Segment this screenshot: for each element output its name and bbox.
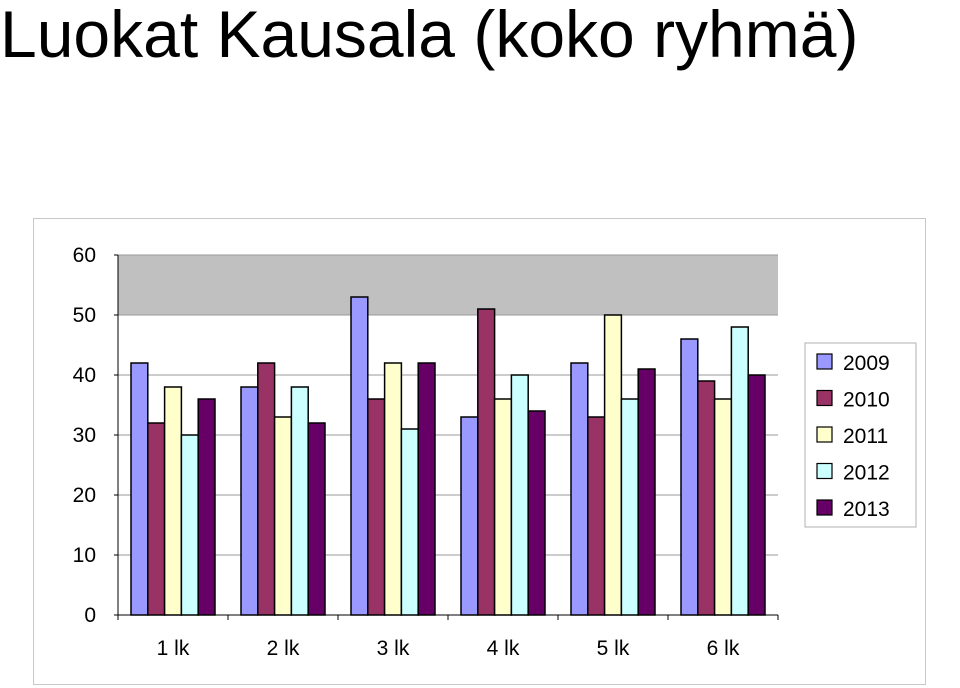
bar-2012-3 [510,374,529,616]
x-tick-labels: 1 lk 2 lk 3 lk 4 lk 5 lk 6 lk [157,637,740,660]
legend-swatch-2010 [816,389,833,407]
legend-swatch-2012 [816,462,833,480]
bar-2011-2 [383,362,403,616]
legend-label-2013: 2013 [843,498,890,521]
legend-label-2010: 2010 [843,389,890,412]
bar-2010-2 [367,398,386,616]
bar-2012-2 [400,428,419,616]
bar-2009-2 [350,296,369,616]
bar-2013-1 [307,422,326,616]
x-tick-label: 2 lk [267,637,300,660]
bar-2011-5 [713,398,733,616]
bar-2013-2 [417,362,436,616]
bar-2012-0 [180,434,199,616]
bar-2010-4 [587,416,606,616]
bar-2010-5 [697,380,716,616]
plot-background-band [118,255,778,315]
legend-swatch-2011 [816,426,833,443]
legend-swatch-2009 [816,353,833,370]
bar-2010-3 [477,308,496,616]
bar-2009-4 [570,362,589,616]
bar-2010-0 [147,422,166,616]
legend-label-2011: 2011 [843,425,888,448]
x-tick-label: 5 lk [597,637,630,660]
bars [130,296,766,616]
y-tick-label: 10 [73,544,96,567]
gridlines [118,254,778,556]
x-tick-label: 1 lk [157,637,190,660]
bar-2010-1 [257,362,276,616]
y-tick-label: 30 [73,424,96,447]
bar-2013-5 [747,374,766,616]
bar-2012-5 [730,326,749,616]
bar-2013-3 [527,410,546,616]
x-tick-label: 6 lk [707,637,740,660]
y-tick-label: 0 [84,604,96,627]
bar-2009-3 [460,416,479,616]
slide-title: Luokat Kausala (koko ryhmä) [0,0,859,71]
legend-swatch-2013 [816,499,833,516]
axes [114,254,779,620]
bar-2013-0 [197,398,216,616]
x-tick-label: 3 lk [377,637,410,660]
bar-2011-4 [603,314,623,616]
y-tick-label: 40 [73,364,96,387]
bar-2013-4 [637,368,656,616]
bar-2011-3 [493,398,513,616]
bar-2012-1 [290,386,309,616]
bar-2009-5 [680,338,699,616]
bar-2011-0 [163,386,183,616]
y-tick-label: 20 [73,484,96,507]
y-tick-label: 50 [73,304,96,327]
x-tick-label: 4 lk [487,637,520,660]
bar-2009-0 [130,362,149,616]
y-tick-labels: 0 10 20 30 40 50 60 [73,244,96,627]
legend: 2009 2010 2011 2012 2013 [804,342,917,528]
legend-label-2009: 2009 [843,352,890,375]
legend-label-2012: 2012 [843,462,890,485]
y-tick-label: 60 [73,244,96,267]
bar-2011-1 [273,416,293,616]
bar-2012-4 [620,398,639,616]
bar-2009-1 [240,386,259,616]
